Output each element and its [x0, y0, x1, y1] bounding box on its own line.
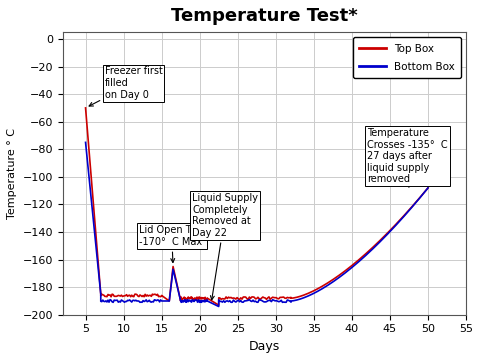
Top Box: [88, 176, 94, 181]
Bottom Box: [134, 299, 140, 303]
Bottom Box: [425, 186, 431, 190]
Y-axis label: Temperature ° C: Temperature ° C: [7, 128, 17, 219]
Text: Freezer first
filled
on Day 0: Freezer first filled on Day 0: [89, 67, 162, 106]
Line: Top Box: Top Box: [85, 108, 428, 305]
Line: Bottom Box: Bottom Box: [85, 143, 428, 306]
Bottom Box: [83, 140, 88, 145]
Bottom Box: [216, 304, 222, 309]
Title: Temperature Test*: Temperature Test*: [171, 7, 358, 25]
Top Box: [366, 248, 372, 253]
Text: Lid Open Test
-170°  C Max: Lid Open Test -170° C Max: [139, 225, 205, 262]
Bottom Box: [193, 298, 199, 302]
Top Box: [330, 278, 336, 282]
Bottom Box: [88, 198, 94, 202]
Top Box: [425, 186, 431, 190]
Top Box: [216, 303, 222, 307]
Text: Temperature
Crosses -135°  C
27 days after
liquid supply
removed: Temperature Crosses -135° C 27 days afte…: [367, 128, 448, 187]
Top Box: [134, 292, 140, 297]
Bottom Box: [330, 280, 336, 284]
Text: Liquid Supply
Completely
Removed at
Day 22: Liquid Supply Completely Removed at Day …: [192, 193, 258, 300]
Bottom Box: [202, 300, 208, 304]
Bottom Box: [366, 250, 372, 254]
Legend: Top Box, Bottom Box: Top Box, Bottom Box: [353, 37, 461, 78]
Top Box: [202, 295, 208, 300]
Top Box: [193, 297, 199, 302]
Top Box: [83, 106, 88, 110]
X-axis label: Days: Days: [249, 340, 280, 353]
